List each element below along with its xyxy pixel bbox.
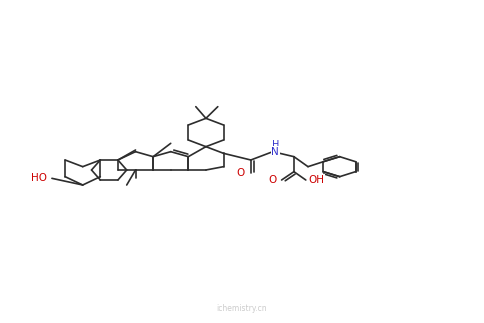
Text: HO: HO <box>31 173 47 183</box>
Text: OH: OH <box>308 175 324 185</box>
Text: H: H <box>272 140 279 150</box>
Text: ichemistry.cn: ichemistry.cn <box>217 304 267 313</box>
Text: N: N <box>272 147 279 157</box>
Text: O: O <box>269 175 277 185</box>
Text: O: O <box>237 168 245 178</box>
